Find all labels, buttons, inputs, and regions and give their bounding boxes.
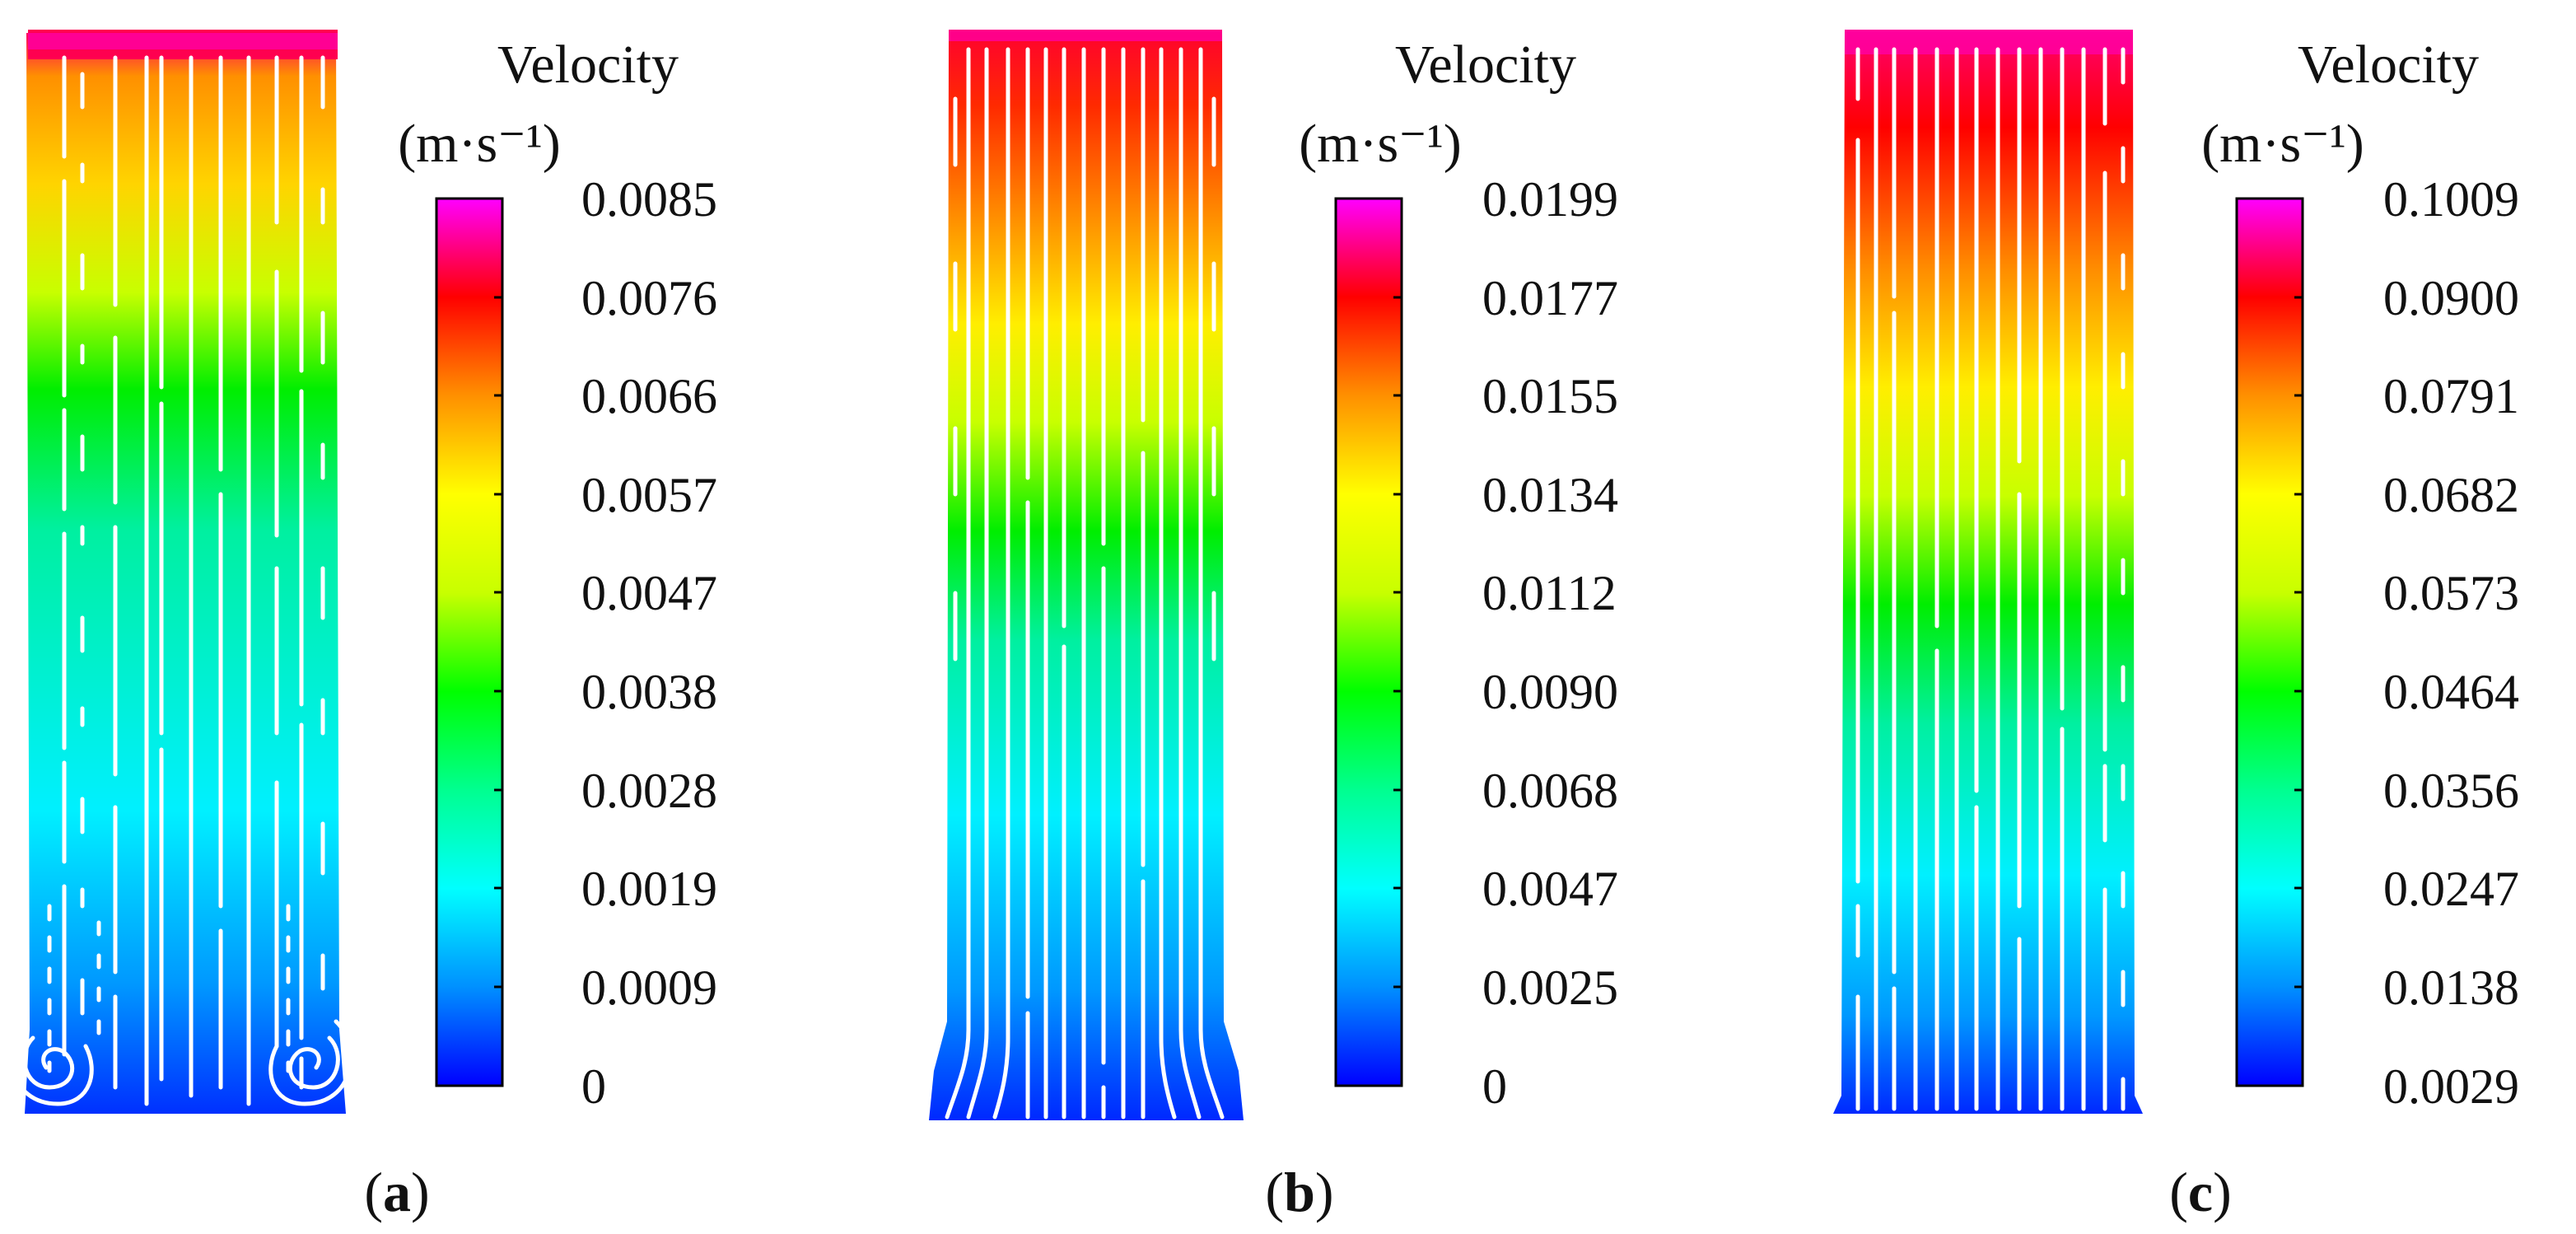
tick-label: 0.0009	[581, 961, 717, 1015]
tick-label: 0.0199	[1482, 172, 1618, 227]
tick-label: 0	[1482, 1059, 1507, 1114]
tick-label: 0.0791	[2383, 369, 2519, 423]
legend-unit-a: (m·s⁻¹)	[398, 114, 561, 174]
contour-plot-a	[9, 30, 353, 1114]
color-bar-c	[2235, 197, 2304, 1087]
tick-label: 0.0025	[1482, 961, 1618, 1015]
tick-label: 0.0057	[581, 468, 717, 522]
tick-labels-b: 0.0199 0.0177 0.0155 0.0134 0.0112 0.009…	[1482, 172, 1618, 1114]
legend-title-c: Velocity	[2298, 35, 2479, 95]
tick-label: 0.0047	[1482, 862, 1618, 916]
panel-b: Velocity (m·s⁻¹) 0.0199 0.0177 0.0155 0.…	[929, 30, 1618, 1223]
tick-label: 0.0038	[581, 665, 717, 719]
tick-label: 0.0464	[2383, 665, 2519, 719]
tick-label: 0.0134	[1482, 468, 1618, 522]
tick-label: 0.0112	[1482, 566, 1617, 620]
tick-label: 0.0076	[581, 271, 717, 325]
tick-label: 0.0019	[581, 862, 717, 916]
tick-label: 0	[581, 1059, 606, 1114]
contour-plot-b	[929, 30, 1244, 1120]
tick-label: 0.0047	[581, 566, 717, 620]
tick-label: 0.0090	[1482, 665, 1618, 719]
legend-b: Velocity (m·s⁻¹) 0.0199 0.0177 0.0155 0.…	[1299, 35, 1618, 1114]
tick-label: 0.0573	[2383, 566, 2519, 620]
tick-label: 0.0247	[2383, 862, 2519, 916]
legend-unit-c: (m·s⁻¹)	[2201, 114, 2364, 174]
tick-labels-c: 0.1009 0.0900 0.0791 0.0682 0.0573 0.046…	[2383, 172, 2519, 1114]
color-bar-a	[435, 197, 504, 1087]
legend-unit-b: (m·s⁻¹)	[1299, 114, 1462, 174]
tick-label: 0.0068	[1482, 764, 1618, 818]
contour-plot-c	[1833, 30, 2143, 1114]
panel-a: Velocity (m·s⁻¹) 0.0085 0.0076 0.0066 0.…	[9, 30, 717, 1223]
color-bar-b	[1334, 197, 1403, 1087]
panel-label-c: (c)	[2169, 1161, 2232, 1223]
tick-labels-a: 0.0085 0.0076 0.0066 0.0057 0.0047 0.003…	[581, 172, 717, 1114]
tick-label: 0.0682	[2383, 468, 2519, 522]
tick-label: 0.0066	[581, 369, 717, 423]
tick-label: 0.0138	[2383, 961, 2519, 1015]
tick-label: 0.1009	[2383, 172, 2519, 227]
tick-label: 0.0029	[2383, 1059, 2519, 1114]
tick-label: 0.0085	[581, 172, 717, 227]
panel-label-b: (b)	[1265, 1161, 1333, 1223]
tick-label: 0.0155	[1482, 369, 1618, 423]
tick-label: 0.0900	[2383, 271, 2519, 325]
legend-title-b: Velocity	[1395, 35, 1576, 95]
tick-label: 0.0356	[2383, 764, 2519, 818]
legend-a: Velocity (m·s⁻¹) 0.0085 0.0076 0.0066 0.…	[398, 35, 717, 1114]
tick-label: 0.0177	[1482, 271, 1618, 325]
tick-label: 0.0028	[581, 764, 717, 818]
legend-c: Velocity (m·s⁻¹) 0.1009 0.0900 0.0791 0.…	[2201, 35, 2519, 1114]
legend-title-a: Velocity	[497, 35, 679, 95]
panel-c: Velocity (m·s⁻¹) 0.1009 0.0900 0.0791 0.…	[1833, 30, 2519, 1223]
panel-label-a: (a)	[364, 1161, 429, 1223]
